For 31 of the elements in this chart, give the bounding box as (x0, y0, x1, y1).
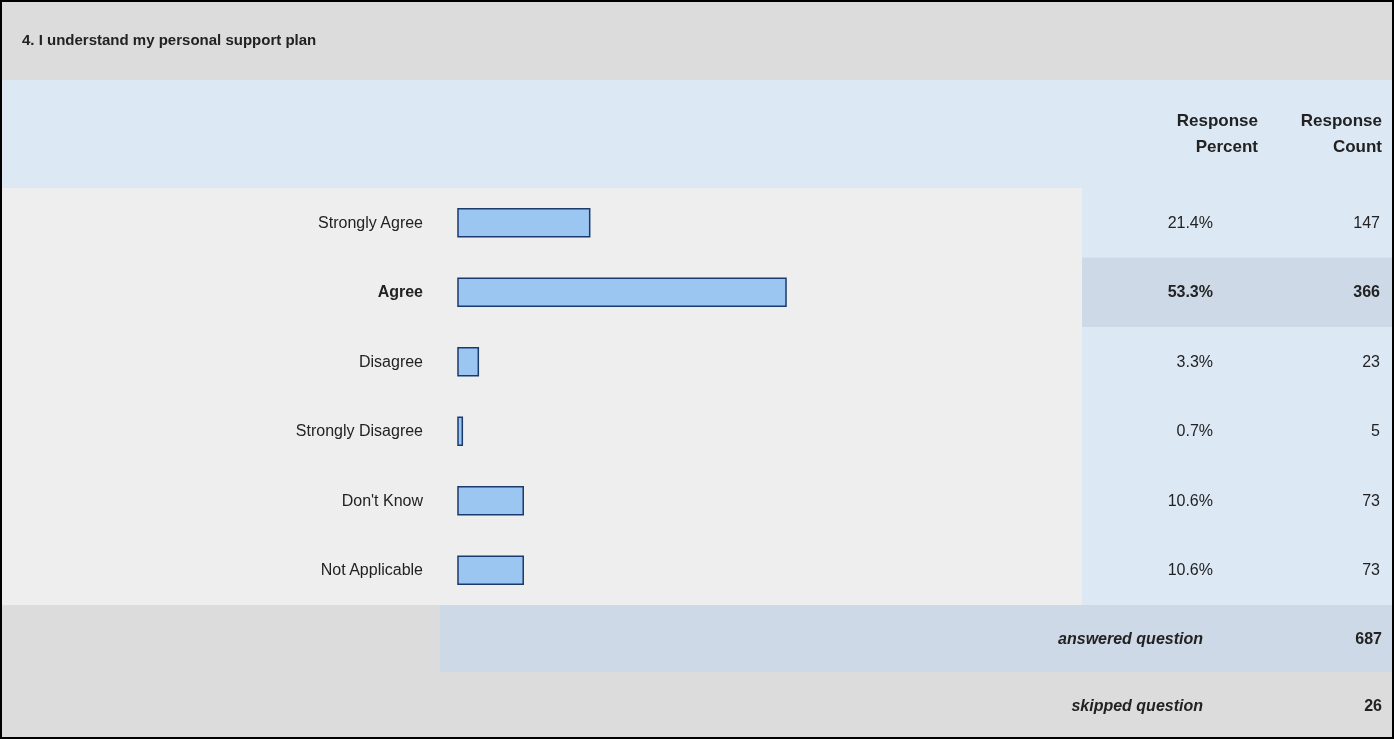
text: 366 (1353, 283, 1381, 301)
bar (457, 347, 480, 377)
text: 73 (1362, 561, 1381, 579)
bar (457, 208, 591, 238)
bar (457, 486, 524, 516)
text: Response Count (1300, 111, 1383, 156)
data-label: 21.4% (1167, 213, 1213, 231)
bar (457, 555, 524, 585)
y-tick-label: Don't Know (341, 491, 424, 509)
text: Response Percent (1176, 111, 1259, 156)
bar (457, 416, 464, 446)
text: 147 (1353, 213, 1381, 231)
text: 23 (1362, 352, 1381, 370)
data-label: 3.3% (1176, 352, 1213, 370)
y-tick-label: Strongly Disagree (295, 422, 424, 440)
y-tick-label: Strongly Agree (318, 213, 424, 231)
text: skipped question (1071, 697, 1204, 714)
text: answered question (1058, 630, 1204, 647)
text: 73 (1362, 491, 1381, 509)
data-label: 10.6% (1167, 561, 1213, 579)
y-tick-label: Agree (377, 283, 424, 301)
text: 4. I understand my personal support plan (22, 31, 317, 48)
bar (457, 277, 787, 307)
y-tick-label: Not Applicable (320, 561, 424, 579)
data-label: 53.3% (1167, 283, 1213, 301)
text: 5 (1371, 422, 1381, 440)
data-label: 0.7% (1176, 422, 1213, 440)
data-label: 10.6% (1167, 491, 1213, 509)
text: 26 (1364, 697, 1383, 714)
y-tick-label: Disagree (358, 352, 424, 370)
text: 687 (1355, 630, 1383, 647)
